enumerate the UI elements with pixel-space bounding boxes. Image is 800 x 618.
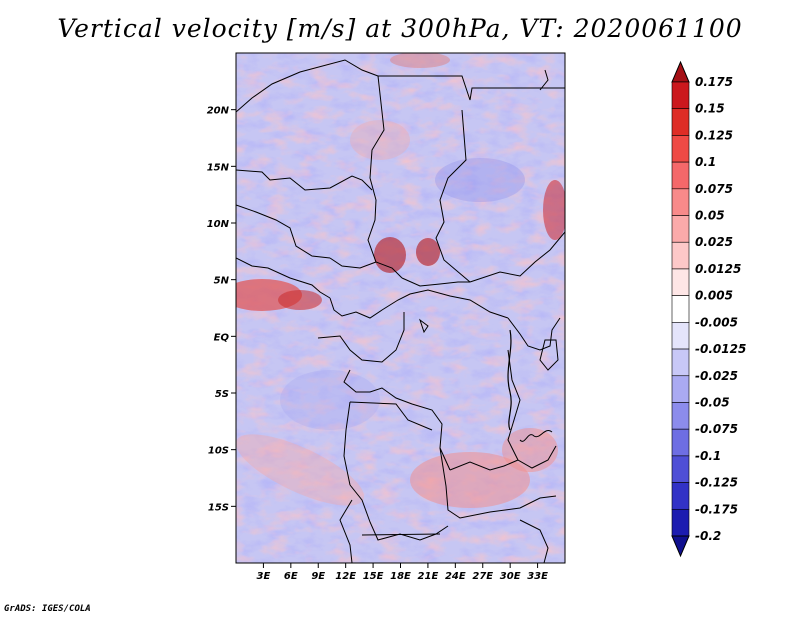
colorbar-swatch [671, 135, 690, 163]
colorbar-level-label: 0.005 [695, 289, 733, 303]
lat-tick-label: 10N [207, 219, 230, 230]
colorbar: 0.175 0.15 0.125 0.1 0.075 0.05 0.025 0.0125 0.0… [671, 60, 746, 558]
colorbar-level-label: 0.175 [695, 75, 733, 89]
colorbar-level-label: -0.075 [695, 422, 738, 436]
colorbar-level-label: 0.1 [695, 155, 716, 169]
colorbar-max-arrow [671, 60, 690, 83]
colorbar-level-label: -0.125 [695, 476, 738, 490]
chart-title: Vertical velocity [m/s] at 300hPa, VT: 2… [57, 14, 743, 43]
lat-tick-label: 10S [208, 446, 229, 457]
colorbar-swatch [671, 108, 690, 136]
colorbar-level-label: 0.125 [695, 128, 733, 142]
colorbar-swatch [671, 375, 690, 403]
lon-tick-label: 15E [363, 571, 384, 582]
lon-tick-label: 9E [311, 571, 325, 582]
colorbar-level-label: 0.025 [695, 235, 733, 249]
colorbar-level-label: -0.2 [695, 529, 721, 543]
colorbar-swatch [671, 508, 690, 537]
colorbar-level-label: -0.1 [695, 449, 721, 463]
lat-tick-label: 5S [215, 389, 229, 400]
colorbar-swatch [671, 348, 690, 377]
colorbar-swatch [671, 161, 690, 190]
colorbar-level-label: -0.05 [695, 395, 730, 409]
colorbar-level-label: -0.005 [695, 315, 738, 329]
colorbar-level-label: -0.025 [695, 369, 738, 383]
colorbar-level-label: 0.0125 [695, 262, 741, 276]
colorbar-swatch [671, 241, 690, 270]
colorbar-level-label: 0.15 [695, 102, 725, 116]
colorbar-swatch [671, 81, 690, 110]
colorbar-level-label: 0.075 [695, 182, 733, 196]
colorbar-level-label: -0.0125 [695, 342, 746, 356]
grads-credit: GrADS: IGES/COLA [4, 604, 91, 614]
colorbar-swatch [671, 482, 690, 510]
lat-tick-label: 15N [207, 162, 230, 173]
colorbar-swatch [671, 188, 690, 216]
lon-tick-label: 18E [390, 571, 411, 582]
lon-tick-label: 21E [418, 571, 439, 582]
lon-tick-label: 24E [445, 571, 466, 582]
lat-tick-label: 15S [208, 502, 229, 513]
map-axes: 3E 6E 9E 12E 15E 18E 21E 24E 27E 30E 33E 20N 15N 10N 5… [207, 106, 548, 582]
colorbar-swatch [671, 455, 690, 483]
country-boundaries [236, 59, 565, 563]
lon-tick-label: 27E [472, 571, 493, 582]
colorbar-swatch [671, 215, 690, 243]
colorbar-swatch [671, 268, 690, 296]
velocity-field [236, 53, 565, 563]
lat-tick-label: EQ [214, 332, 230, 343]
lat-tick-label: 5N [214, 276, 230, 287]
colorbar-swatch [671, 322, 690, 350]
colorbar-level-label: 0.05 [695, 209, 725, 223]
lon-tick-label: 12E [335, 571, 356, 582]
colorbar-swatch [671, 402, 690, 430]
lon-tick-label: 3E [257, 571, 271, 582]
colorbar-swatch [671, 295, 690, 323]
colorbar-swatch [671, 428, 690, 457]
lat-tick-label: 20N [207, 106, 230, 117]
lon-tick-label: 30E [500, 571, 521, 582]
colorbar-level-label: -0.175 [695, 502, 738, 516]
lon-tick-label: 6E [284, 571, 298, 582]
lon-tick-label: 33E [527, 571, 548, 582]
colorbar-min-arrow [671, 535, 690, 558]
